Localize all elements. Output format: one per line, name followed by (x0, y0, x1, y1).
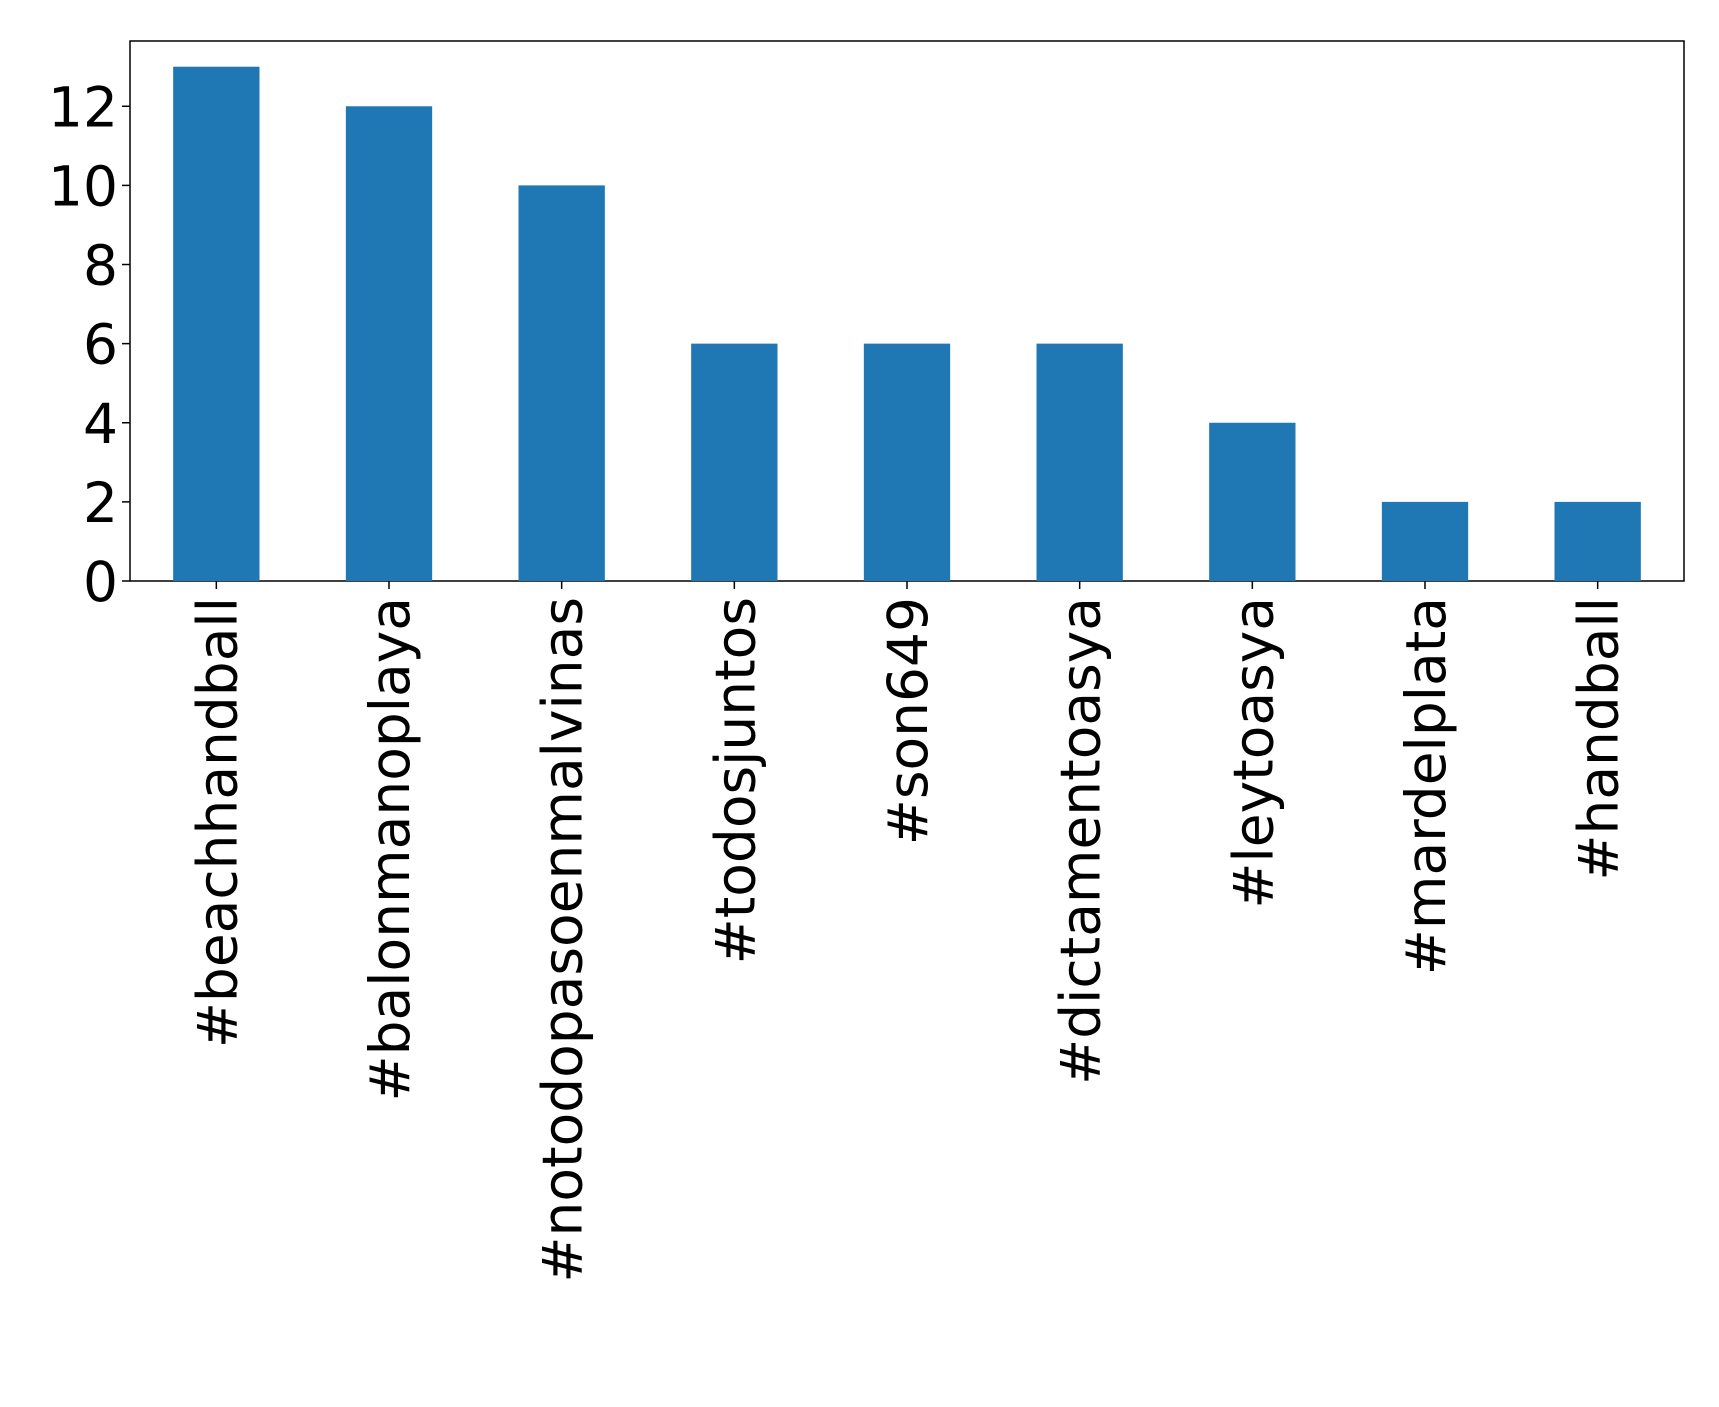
y-tick-label: 12 (48, 75, 118, 139)
x-tick-label: #beachhandball (185, 597, 249, 1048)
x-tick-label: #mardelplata (1394, 597, 1458, 975)
bar (691, 343, 778, 581)
bar (518, 185, 605, 581)
bar (345, 106, 433, 582)
y-tick-label: 4 (83, 392, 118, 456)
x-tick-label: #todosjuntos (703, 597, 767, 964)
x-tick-label: #leytoasya (1221, 597, 1285, 909)
x-tick-label: #dictamentoasya (1049, 597, 1113, 1085)
bar (1036, 343, 1123, 581)
x-tick-label: #balonmanoplaya (358, 597, 422, 1101)
y-tick-label: 6 (83, 313, 118, 377)
y-tick-label: 10 (48, 154, 118, 218)
bar (1554, 501, 1641, 581)
bar (1209, 422, 1296, 581)
y-tick-label: 0 (83, 550, 118, 614)
y-tick-label: 8 (83, 234, 118, 298)
x-tick-label: #notodopasoenmalvinas (531, 597, 595, 1283)
bar (1381, 501, 1469, 581)
x-tick-label: #son649 (876, 597, 940, 845)
y-tick-label: 2 (83, 471, 118, 535)
bar (173, 66, 260, 581)
bar (863, 343, 951, 581)
x-tick-label: #handball (1567, 597, 1631, 881)
